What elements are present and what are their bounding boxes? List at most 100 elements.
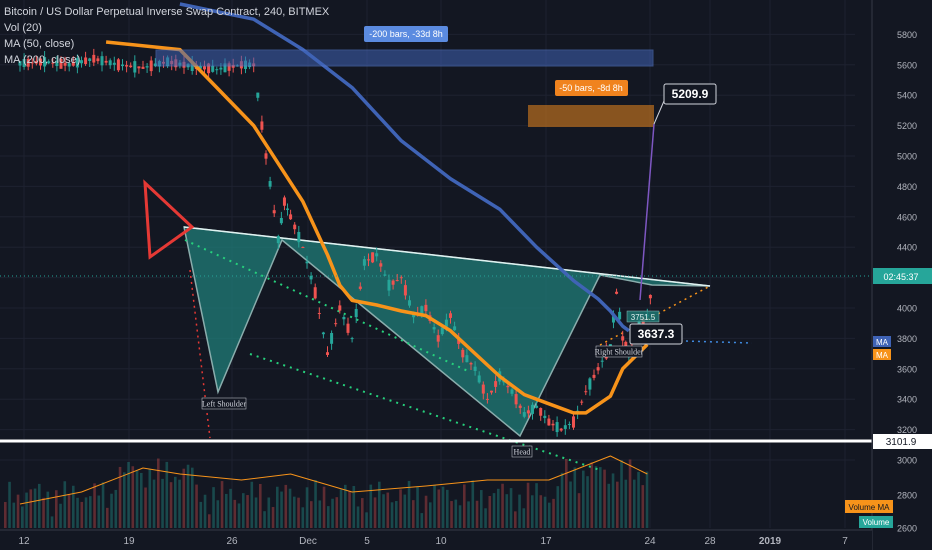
head-shoulders-pattern <box>183 226 711 438</box>
candle <box>362 255 366 271</box>
candle <box>350 336 354 343</box>
candle <box>387 274 391 297</box>
volume-bar <box>246 495 249 528</box>
candle <box>596 362 600 375</box>
volume-bar <box>55 490 58 528</box>
candle-body <box>506 385 510 388</box>
candle <box>282 195 286 211</box>
volume-bar <box>437 489 441 528</box>
volume-bar <box>314 480 317 528</box>
volume-bar <box>480 490 483 528</box>
candle-body <box>465 355 469 363</box>
candle-body <box>572 416 575 428</box>
right-price-bg <box>629 323 683 345</box>
volume-bar <box>577 493 581 528</box>
volume-bar <box>72 485 75 528</box>
candle-body <box>100 56 104 66</box>
volume-bar <box>616 481 619 528</box>
candle <box>391 279 395 290</box>
candle <box>30 58 34 69</box>
candle-body <box>272 210 276 214</box>
volume-bars <box>4 458 649 528</box>
candle-body <box>387 279 391 291</box>
volume-bar <box>454 499 458 528</box>
candle <box>104 55 108 66</box>
candle <box>18 61 22 72</box>
volume-bar <box>259 483 262 528</box>
y-tick-label: 4800 <box>897 182 917 192</box>
candle <box>260 115 264 133</box>
y-tick-label: 5600 <box>897 60 917 70</box>
volume-bar <box>611 473 615 528</box>
candle-body <box>116 59 120 71</box>
candle-body <box>108 60 112 66</box>
candle <box>621 330 625 346</box>
volume-bar <box>293 496 296 528</box>
candle <box>145 63 149 73</box>
candle-body <box>104 60 108 63</box>
candle <box>469 361 473 370</box>
volume-bar <box>424 495 428 528</box>
candle <box>34 55 38 66</box>
left-shoulder-label-text: Left Shoulder <box>202 400 247 409</box>
volume-bar <box>33 488 37 528</box>
candle <box>600 357 604 368</box>
candle <box>137 66 141 74</box>
candle-body <box>289 214 293 220</box>
candle <box>522 407 526 419</box>
candle <box>133 55 137 78</box>
volume-bar <box>29 489 33 528</box>
volume-bar <box>212 487 215 528</box>
volume-bar <box>399 489 402 528</box>
x-tick-label: 10 <box>435 536 447 547</box>
candle <box>39 57 42 70</box>
price-axis: 2600280030003200340036003800400042004400… <box>845 0 932 550</box>
candle <box>580 399 584 406</box>
current-price-tag-bg <box>873 268 932 284</box>
volume-bar <box>203 494 207 528</box>
candle-body <box>362 259 366 266</box>
candle <box>301 246 305 249</box>
label-50-text: -50 bars, -8d 8h <box>559 83 623 93</box>
candle-body <box>96 58 100 62</box>
candle-body <box>330 333 334 344</box>
legend-title: Bitcoin / US Dollar Perpetual Inverse Sw… <box>4 6 330 18</box>
volume-bar <box>242 493 245 528</box>
ma50-tag-bg <box>873 349 891 360</box>
candle <box>457 332 461 349</box>
label-50-bg <box>555 80 628 96</box>
volume-bar <box>560 472 564 528</box>
candle-body <box>26 58 30 67</box>
candle <box>116 58 120 73</box>
volume-bar <box>628 459 632 528</box>
label-50-bars: -50 bars, -8d 8h <box>555 80 628 96</box>
candle <box>572 411 575 430</box>
volume-bar <box>390 502 394 528</box>
candle-body <box>477 375 481 383</box>
candle-body <box>276 236 280 244</box>
candle <box>465 349 469 363</box>
legend-vol: Vol (20) <box>4 22 42 34</box>
candle-body <box>522 412 526 417</box>
candle-body <box>444 319 448 327</box>
volume-bar <box>492 493 496 528</box>
candle-body <box>22 59 26 67</box>
red-pennant <box>143 179 195 260</box>
volume-bar <box>174 476 177 528</box>
candle-body <box>39 58 42 66</box>
volume-bar <box>76 497 79 528</box>
y-tick-label: 3400 <box>897 395 917 405</box>
y-tick-label: 3000 <box>897 456 917 466</box>
x-tick-label: 7 <box>842 536 848 547</box>
y-tick-label: 3200 <box>897 425 917 435</box>
candle-body <box>282 197 286 206</box>
volume-bar <box>237 503 241 528</box>
x-tick-label: 5 <box>364 536 370 547</box>
volume-bar <box>645 471 649 528</box>
candle <box>84 51 88 66</box>
volume-bar <box>403 494 407 528</box>
volume-bar <box>543 496 547 528</box>
volume-bar <box>352 486 356 528</box>
candle-body <box>485 398 489 400</box>
